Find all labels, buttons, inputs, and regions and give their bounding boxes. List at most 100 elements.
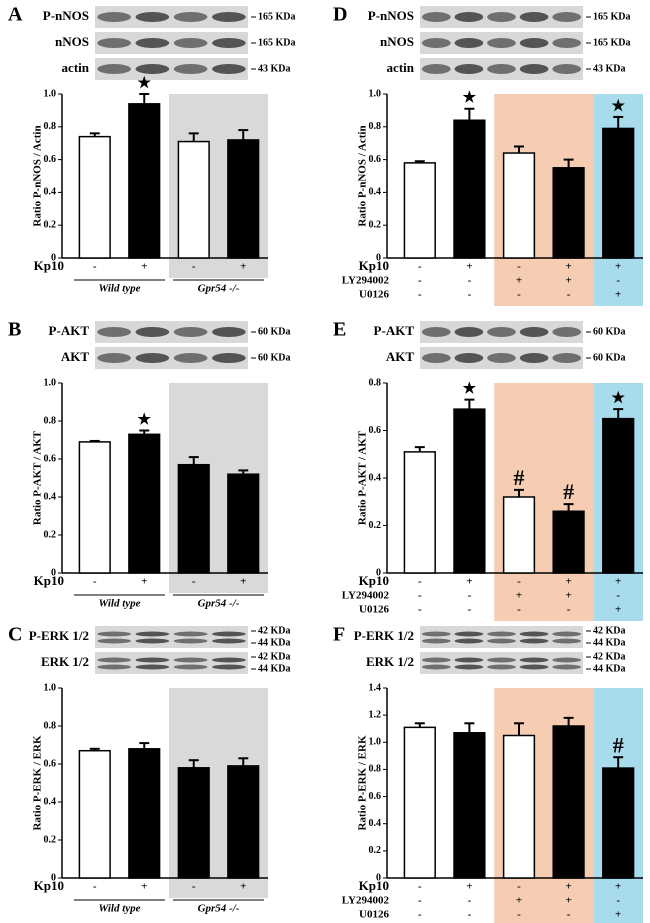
condition-sign: - [93, 881, 97, 893]
condition-sign: - [418, 289, 422, 301]
condition-name: LY294002 [342, 590, 390, 602]
condition-sign: + [565, 895, 571, 907]
y-tick-label: 1.0 [369, 737, 382, 748]
size-label: 165 KDa [593, 37, 631, 48]
condition-sign: - [192, 576, 196, 588]
condition-name: U0126 [359, 604, 389, 616]
condition-sign: - [418, 604, 422, 616]
size-label: 43 KDa [593, 63, 626, 74]
blot-label: P-AKT [49, 323, 90, 338]
group-label: Wild type [98, 598, 140, 610]
blot-label: P-ERK 1/2 [354, 628, 414, 643]
significance-mark: # [514, 465, 525, 490]
blot-band [135, 12, 170, 22]
blot-band [487, 631, 516, 637]
condition-sign: + [240, 881, 246, 893]
condition-sign: + [240, 576, 246, 588]
blot-band [487, 657, 516, 663]
size-label: 44 KDa [593, 637, 626, 648]
size-label: 44 KDa [258, 663, 291, 674]
condition-sign: + [565, 590, 571, 602]
blot-band [173, 64, 208, 74]
condition-sign: - [418, 275, 422, 287]
bar [403, 162, 436, 259]
panel-letter: C [8, 624, 22, 646]
bar [128, 433, 161, 574]
condition-sign: + [516, 895, 522, 907]
y-tick-label: 0 [376, 567, 381, 578]
blot-band [519, 38, 549, 48]
condition-sign: + [615, 909, 621, 921]
blot-strip [95, 32, 248, 54]
blot-band [135, 657, 170, 663]
blot-band [97, 64, 131, 74]
y-tick-label: 1.0 [44, 377, 57, 388]
size-label: 165 KDa [593, 11, 631, 22]
bar [552, 167, 585, 259]
blot-strip [95, 626, 248, 648]
bar [227, 473, 260, 574]
blot-strip [95, 347, 248, 369]
panel-letter: B [8, 319, 21, 341]
condition-sign: - [192, 261, 196, 273]
blot-band [487, 638, 516, 644]
significance-mark: ★ [463, 90, 477, 106]
blot-band [212, 327, 246, 337]
y-tick-label: 0 [376, 252, 381, 263]
blot-band [212, 657, 246, 663]
blot-band [212, 664, 246, 670]
blot-band [97, 657, 131, 663]
y-tick-label: 0.6 [369, 425, 382, 436]
bar [453, 119, 486, 259]
blot-label: ERK 1/2 [41, 654, 89, 669]
bar [78, 441, 111, 574]
y-axis-label: Ratio P-nNOS / Actin [32, 125, 44, 226]
significance-mark: ★ [463, 381, 477, 397]
condition-sign: + [141, 261, 147, 273]
blot-band [212, 353, 246, 363]
condition-sign: - [418, 261, 422, 273]
size-label: 165 KDa [258, 11, 296, 22]
blot-band [212, 12, 246, 22]
blot-band [487, 664, 516, 670]
blot-band [97, 38, 131, 48]
y-axis-label: Ratio P-AKT / AKT [357, 430, 369, 525]
blot-band [552, 638, 582, 644]
blot-band [173, 353, 208, 363]
condition-sign: + [565, 576, 571, 588]
blot-band [212, 631, 246, 637]
condition-sign: + [141, 881, 147, 893]
y-tick-label: 0.6 [369, 154, 382, 165]
blot-band [552, 664, 582, 670]
blot-band [552, 12, 582, 22]
bar [552, 725, 585, 879]
y-tick-label: 1.0 [44, 88, 57, 99]
blot-band [454, 38, 484, 48]
bar [128, 103, 161, 259]
blot-band [519, 327, 549, 337]
y-tick-label: 0.2 [369, 219, 382, 230]
blot-band [487, 353, 516, 363]
significance-mark: ★ [138, 412, 152, 428]
condition-sign: + [615, 261, 621, 273]
significance-mark: # [613, 732, 624, 757]
condition-name: Kp10 [34, 878, 64, 893]
bar [128, 748, 161, 879]
bar [602, 417, 635, 574]
blot-band [487, 327, 516, 337]
condition-sign: - [468, 289, 472, 301]
blot-band [454, 631, 484, 637]
bar [177, 767, 210, 879]
blot-label: actin [387, 60, 415, 75]
condition-name: Kp10 [34, 258, 64, 273]
blot-band [552, 38, 582, 48]
blot-band [519, 64, 549, 74]
condition-sign: + [240, 261, 246, 273]
blot-band [519, 353, 549, 363]
y-axis-label: Ratio P-AKT / AKT [32, 430, 44, 525]
blot-band [173, 631, 208, 637]
blot-label: P-nNOS [43, 8, 89, 23]
blot-band [519, 638, 549, 644]
blot-band [519, 631, 549, 637]
blot-band [454, 657, 484, 663]
